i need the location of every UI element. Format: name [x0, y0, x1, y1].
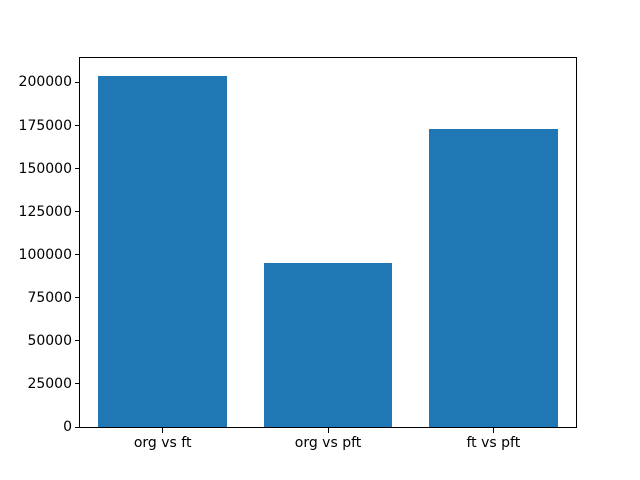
y-axis-tick-label: 100000 [18, 246, 72, 263]
y-axis-tick-label: 150000 [18, 160, 72, 177]
y-axis-tick-mark [75, 125, 80, 127]
x-axis-tick-label: ft vs pft [466, 435, 521, 451]
x-axis-tick-label: org vs pft [294, 435, 362, 451]
y-axis-tick-mark [75, 340, 80, 342]
bar [263, 263, 393, 427]
y-axis-tick-mark [75, 254, 80, 256]
bar [98, 75, 228, 427]
x-axis-tick-label: org vs ft [133, 435, 192, 451]
y-axis-tick-label: 50000 [27, 332, 72, 349]
y-axis-tick-label: 0 [63, 419, 72, 435]
bar [428, 128, 558, 427]
y-axis-tick-label: 200000 [18, 74, 72, 91]
x-axis-tick-mark [327, 428, 329, 433]
y-axis-tick-label: 125000 [18, 203, 72, 220]
y-axis-tick-label: 175000 [18, 117, 72, 134]
y-axis-tick-mark [75, 211, 80, 213]
y-axis-tick-mark [75, 297, 80, 299]
y-axis-tick-mark [75, 168, 80, 170]
y-axis-tick-mark [75, 426, 80, 428]
x-axis-tick-mark [492, 428, 494, 433]
y-axis-tick-mark [75, 383, 80, 385]
x-axis-tick-mark [162, 428, 164, 433]
y-axis-tick-label: 75000 [27, 289, 72, 306]
y-axis-tick-label: 25000 [27, 375, 72, 392]
y-axis-tick-mark [75, 81, 80, 83]
